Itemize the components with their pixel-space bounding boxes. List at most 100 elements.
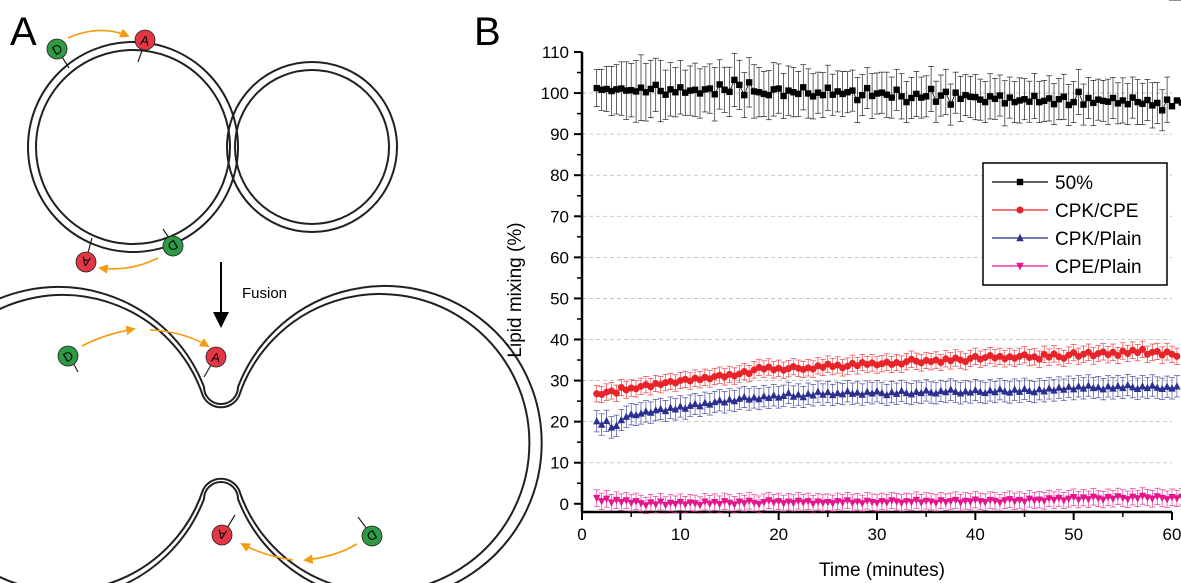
- data-point: [1045, 384, 1053, 392]
- data-point: [951, 387, 960, 395]
- data-point: [1144, 96, 1151, 104]
- data-point: [755, 394, 763, 403]
- data-point: [696, 90, 704, 97]
- data-point: [1134, 349, 1142, 357]
- data-point: [1080, 101, 1087, 108]
- data-point: [627, 86, 635, 94]
- data-point: [1085, 94, 1092, 102]
- data-point: [1133, 384, 1142, 392]
- data-point: [765, 91, 773, 99]
- data-point: [1114, 381, 1122, 390]
- data-point: [996, 384, 1004, 393]
- panel-a-letter: A: [10, 10, 37, 54]
- data-point: [1090, 99, 1097, 107]
- data-point: [897, 499, 906, 508]
- data-point: [897, 386, 906, 395]
- data-point: [706, 500, 714, 508]
- data-point: [947, 498, 955, 506]
- data-point: [1168, 103, 1176, 110]
- data-point: [603, 85, 610, 93]
- legend-swatch-marker: [1016, 262, 1024, 271]
- data-point: [1001, 387, 1009, 395]
- data-point: [981, 388, 989, 397]
- data-point: [1045, 95, 1053, 102]
- data-point: [1070, 98, 1077, 106]
- data-point: [898, 93, 905, 100]
- data-point: [760, 90, 768, 98]
- data-point: [1178, 493, 1181, 500]
- fusion-arrowhead: [213, 312, 229, 328]
- fusion-label: Fusion: [242, 285, 287, 302]
- data-point: [745, 370, 753, 378]
- data-point: [892, 389, 901, 397]
- data-point: [829, 500, 837, 508]
- data-point: [696, 501, 704, 510]
- data-point: [819, 91, 827, 99]
- data-point: [681, 404, 689, 412]
- data-point: [1020, 498, 1029, 506]
- data-point: [1104, 98, 1112, 105]
- legend-swatch-marker: [1016, 233, 1024, 242]
- data-point: [593, 494, 601, 503]
- data-point: [740, 392, 748, 401]
- data-point: [799, 392, 807, 401]
- data-point: [972, 93, 979, 101]
- data-point: [838, 389, 847, 398]
- data-point: [1173, 97, 1181, 104]
- data-point: [720, 398, 729, 406]
- data-point: [883, 499, 891, 507]
- data-point: [1040, 97, 1048, 105]
- data-point: [691, 399, 699, 408]
- x-tick-label: 30: [868, 525, 887, 544]
- data-point: [1109, 94, 1117, 102]
- data-point: [794, 390, 803, 398]
- series-4: [593, 487, 1181, 514]
- series-3: [593, 374, 1181, 439]
- data-point: [671, 500, 680, 509]
- data-point: [1010, 385, 1019, 393]
- data-point: [1031, 92, 1038, 100]
- data-point: [1124, 349, 1132, 357]
- data-point: [937, 386, 945, 395]
- data-point: [908, 94, 915, 102]
- data-point: [790, 89, 797, 96]
- data-point: [701, 86, 709, 93]
- data-point: [657, 87, 664, 95]
- data-point: [1079, 384, 1088, 392]
- data-point: [888, 387, 896, 396]
- data-point: [1070, 349, 1078, 357]
- data-point: [809, 500, 817, 508]
- data-point: [1139, 100, 1146, 107]
- data-point: [706, 85, 714, 92]
- data-point: [686, 87, 694, 94]
- legend-item: CPK/CPE: [992, 201, 1138, 222]
- data-point: [942, 498, 950, 507]
- data-point: [706, 400, 714, 408]
- y-tick-label: 70: [550, 207, 569, 226]
- data-point: [745, 497, 753, 506]
- data-point: [1055, 383, 1063, 391]
- data-point: [632, 498, 640, 506]
- data-point: [932, 98, 940, 105]
- data-point: [1050, 386, 1058, 394]
- data-point: [947, 101, 954, 108]
- data-point: [971, 385, 980, 394]
- data-point: [765, 497, 773, 505]
- data-point: [809, 391, 817, 399]
- data-point: [1074, 496, 1083, 504]
- data-point: [951, 496, 960, 505]
- data-point: [642, 502, 650, 510]
- data-point: [593, 417, 601, 425]
- data-point: [647, 383, 655, 391]
- data-point: [612, 421, 621, 429]
- data-point: [1124, 496, 1132, 504]
- data-point: [873, 499, 881, 508]
- data-point: [760, 391, 768, 400]
- data-point: [725, 395, 734, 403]
- data-point: [863, 387, 871, 395]
- data-point: [814, 89, 822, 96]
- data-point: [602, 495, 611, 504]
- data-point: [593, 84, 600, 92]
- legend-item: CPK/Plain: [992, 229, 1142, 250]
